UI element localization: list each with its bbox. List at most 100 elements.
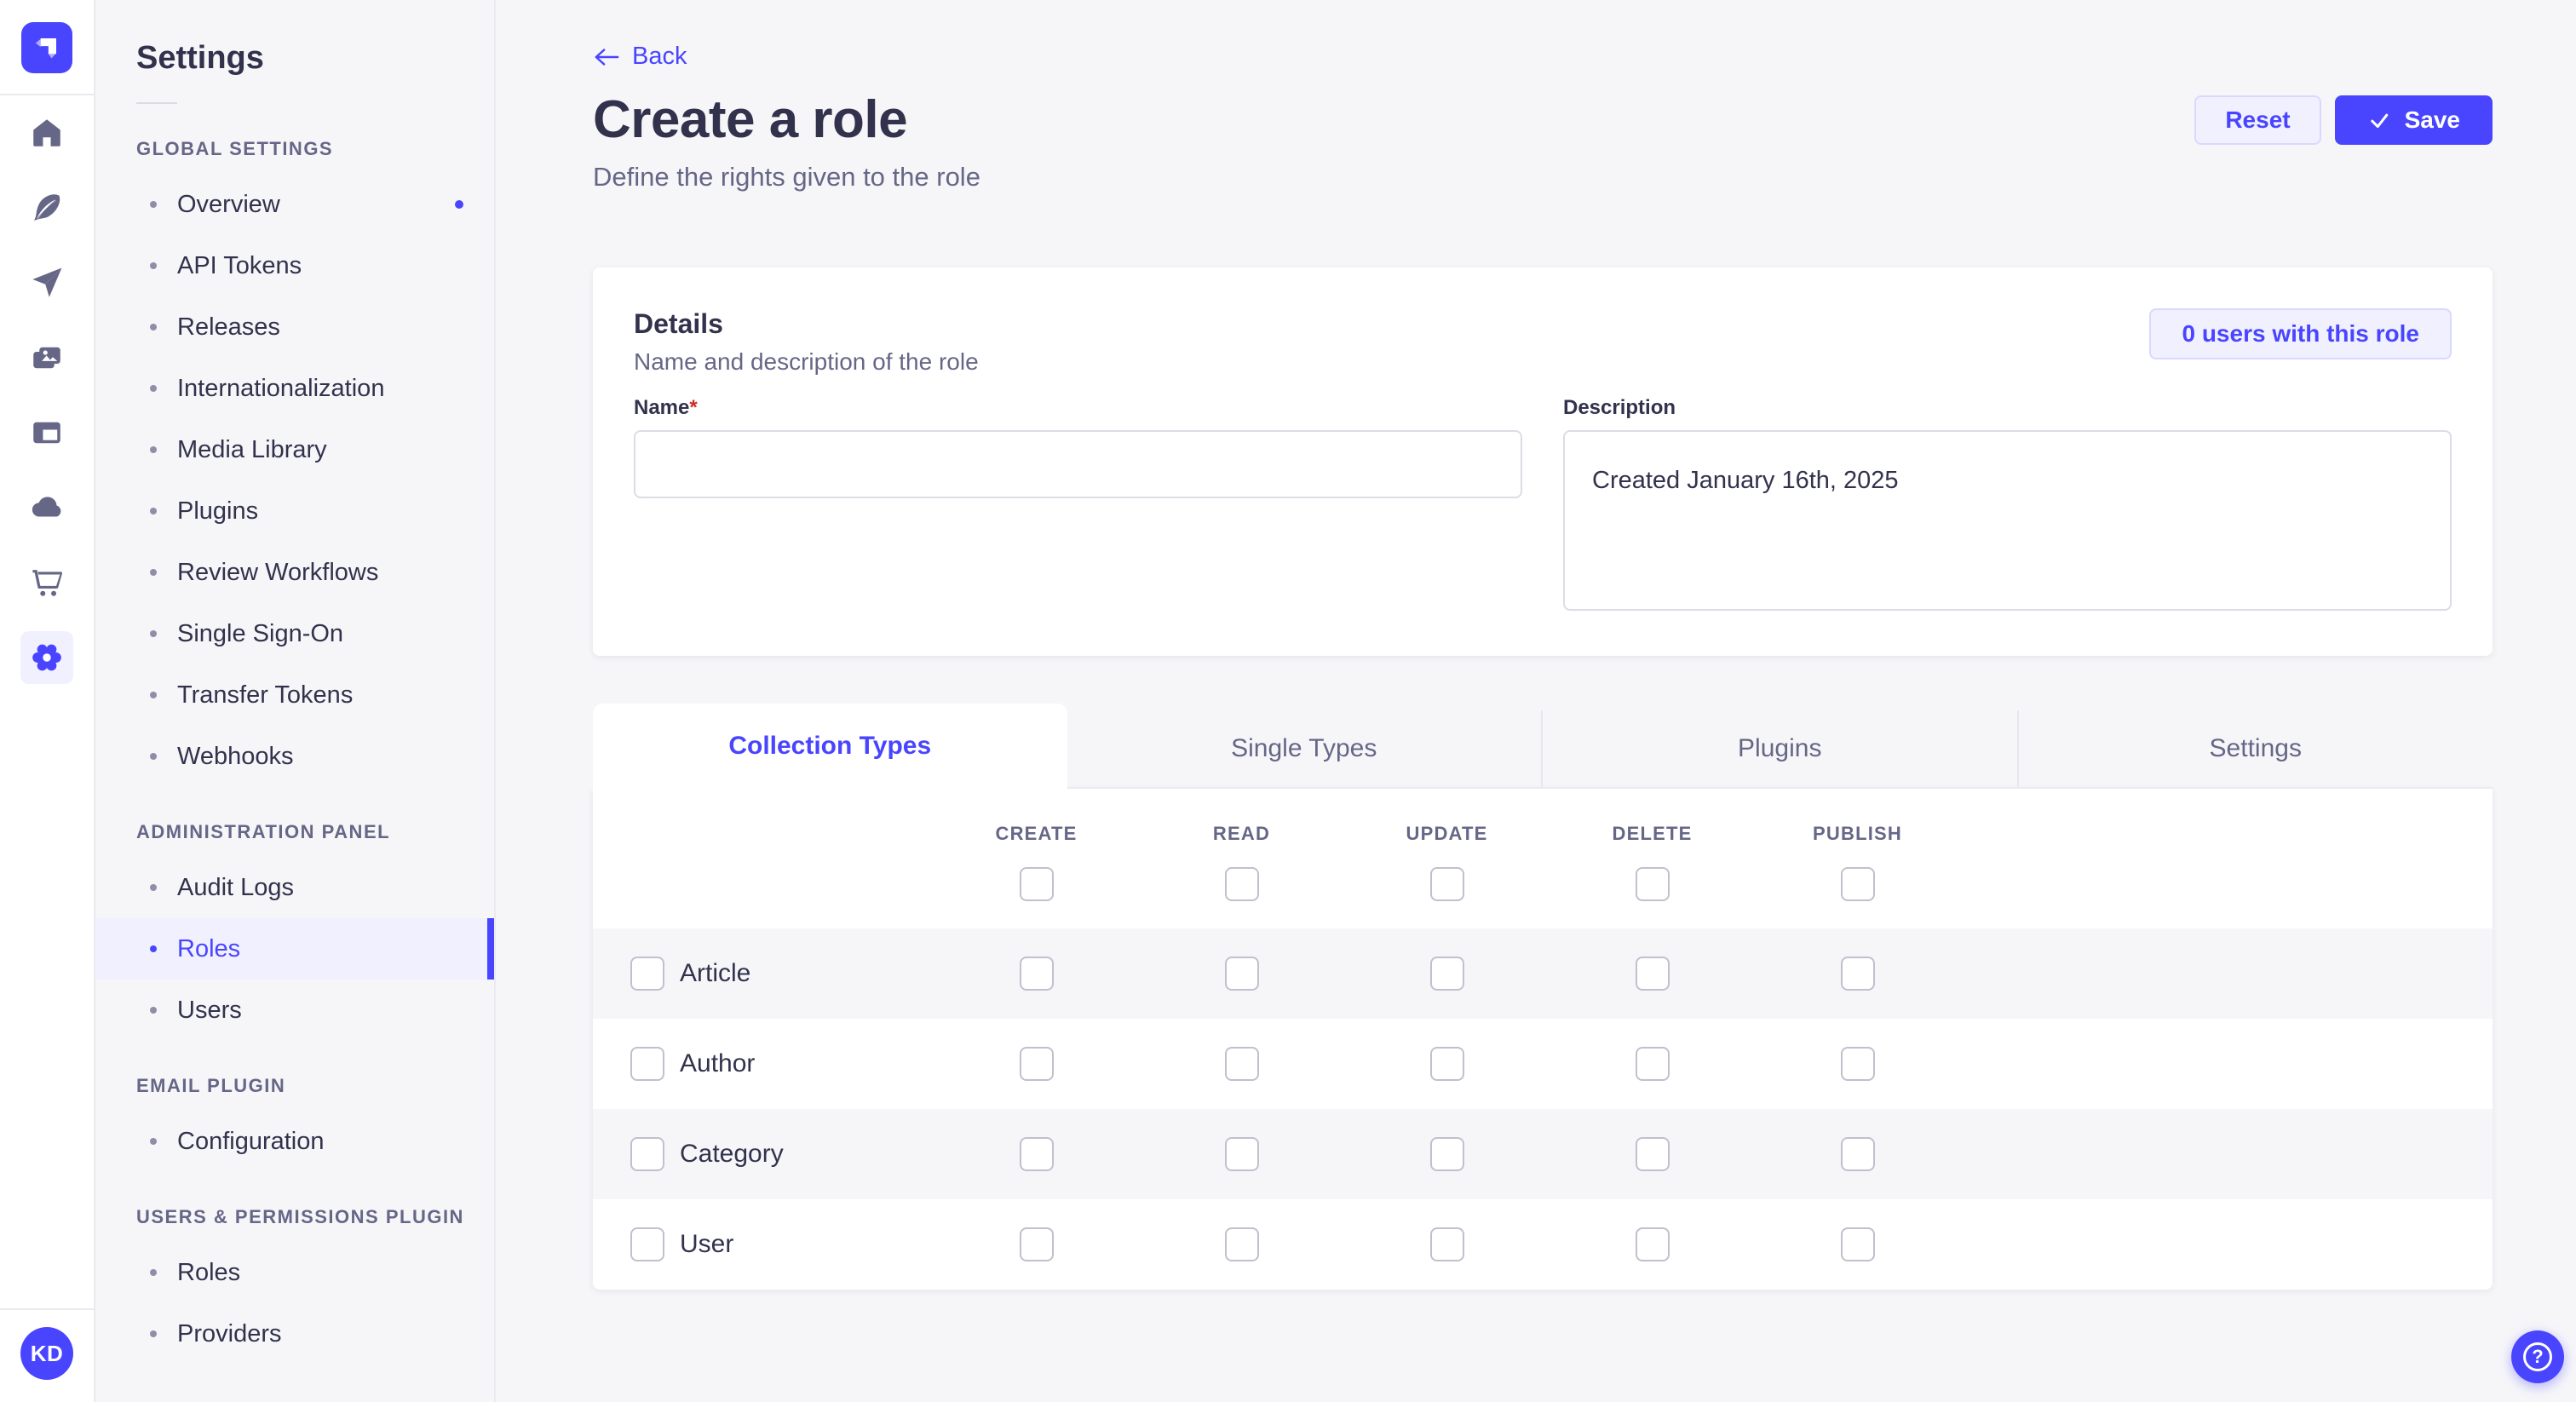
media-library-icon	[33, 347, 60, 369]
sidebar-item-media-library[interactable]	[0, 320, 94, 395]
table-row-article: Article	[593, 928, 2493, 1019]
tab-settings[interactable]: Settings	[2016, 710, 2493, 789]
bullet-dot-icon	[150, 630, 157, 637]
settings-subnav: Settings GLOBAL SETTINGS Overview API To…	[95, 0, 496, 1402]
sidebar-item-providers[interactable]: Providers	[95, 1303, 494, 1365]
details-card-subtitle: Name and description of the role	[634, 348, 979, 375]
users-with-role-button[interactable]: 0 users with this role	[2149, 308, 2452, 359]
row-select-checkbox[interactable]	[630, 1047, 664, 1081]
table-row-author: Author	[593, 1019, 2493, 1109]
sidebar-item-transfer-tokens[interactable]: Transfer Tokens	[95, 664, 494, 726]
sidebar-item-releases[interactable]	[0, 245, 94, 320]
permission-checkbox[interactable]	[1840, 957, 1875, 991]
permission-checkbox[interactable]	[1429, 1047, 1464, 1081]
permission-checkbox[interactable]	[1429, 957, 1464, 991]
strapi-logo[interactable]	[21, 22, 72, 73]
permission-checkbox[interactable]	[1635, 957, 1670, 991]
sidebar-item-review-workflows[interactable]: Review Workflows	[95, 542, 494, 603]
tab-collection-types[interactable]: Collection Types	[593, 704, 1067, 789]
row-select-checkbox[interactable]	[630, 1227, 664, 1261]
name-field-group: Name*	[634, 396, 1522, 615]
permission-checkbox[interactable]	[1224, 957, 1259, 991]
sidebar-item-media-library[interactable]: Media Library	[95, 419, 494, 480]
permission-checkbox[interactable]	[1019, 1227, 1054, 1261]
section-email-plugin: EMAIL PLUGIN Configuration	[95, 1075, 494, 1172]
sidebar-item-content-type-builder[interactable]	[0, 395, 94, 470]
icon-rail: KD	[0, 0, 95, 1402]
column-update: UPDATE	[1344, 823, 1550, 901]
row-select-checkbox[interactable]	[630, 1137, 664, 1171]
column-publish: PUBLISH	[1755, 823, 1960, 901]
permission-checkbox[interactable]	[1224, 1137, 1259, 1171]
rail-divider	[0, 94, 94, 95]
section-label: EMAIL PLUGIN	[136, 1075, 286, 1096]
sidebar-item-marketplace[interactable]	[0, 545, 94, 620]
avatar[interactable]: KD	[20, 1327, 73, 1380]
select-all-publish-checkbox[interactable]	[1840, 867, 1875, 901]
layout-icon	[33, 422, 60, 444]
permission-checkbox[interactable]	[1840, 1047, 1875, 1081]
details-card: Details Name and description of the role…	[593, 267, 2493, 656]
sidebar-item-plugins[interactable]: Plugins	[95, 480, 494, 542]
section-users-permissions-plugin: USERS & PERMISSIONS PLUGIN Roles Provide…	[95, 1206, 494, 1365]
description-field-group: Description Created January 16th, 2025	[1563, 396, 2452, 615]
sidebar-item-content-manager[interactable]	[0, 170, 94, 245]
details-card-title: Details	[634, 308, 723, 339]
sidebar-item-audit-logs[interactable]: Audit Logs	[95, 857, 494, 918]
rail-nav	[0, 95, 94, 695]
bullet-dot-icon	[150, 884, 157, 891]
sidebar-item-overview[interactable]: Overview	[95, 174, 494, 235]
permission-checkbox[interactable]	[1635, 1227, 1670, 1261]
subnav-title: Settings	[136, 40, 264, 76]
sidebar-item-up-roles[interactable]: Roles	[95, 1242, 494, 1303]
bullet-dot-icon	[150, 1138, 157, 1145]
check-icon	[2370, 113, 2388, 128]
permission-checkbox[interactable]	[1429, 1227, 1464, 1261]
permission-checkbox[interactable]	[1635, 1137, 1670, 1171]
page-subtitle: Define the rights given to the role	[593, 162, 980, 192]
bullet-dot-icon	[150, 1007, 157, 1014]
permission-checkbox[interactable]	[1224, 1227, 1259, 1261]
permission-checkbox[interactable]	[1840, 1137, 1875, 1171]
sidebar-item-releases[interactable]: Releases	[95, 296, 494, 358]
sidebar-item-api-tokens[interactable]: API Tokens	[95, 235, 494, 296]
bullet-dot-icon	[150, 508, 157, 514]
permission-checkbox[interactable]	[1019, 1137, 1054, 1171]
page-title: Create a role	[593, 90, 908, 149]
select-all-update-checkbox[interactable]	[1429, 867, 1464, 901]
settings-active-highlight	[20, 631, 73, 684]
permission-checkbox[interactable]	[1019, 957, 1054, 991]
select-all-create-checkbox[interactable]	[1019, 867, 1054, 901]
permission-checkbox[interactable]	[1635, 1047, 1670, 1081]
sidebar-item-roles[interactable]: Roles	[95, 918, 494, 980]
tab-single-types[interactable]: Single Types	[1067, 710, 1541, 789]
permission-checkbox[interactable]	[1019, 1047, 1054, 1081]
sidebar-item-single-sign-on[interactable]: Single Sign-On	[95, 603, 494, 664]
role-description-textarea[interactable]: Created January 16th, 2025	[1563, 430, 2452, 611]
sidebar-item-cloud[interactable]	[0, 470, 94, 545]
sidebar-item-configuration[interactable]: Configuration	[95, 1111, 494, 1172]
select-all-delete-checkbox[interactable]	[1635, 867, 1670, 901]
sidebar-item-home[interactable]	[0, 95, 94, 170]
sidebar-item-internationalization[interactable]: Internationalization	[95, 358, 494, 419]
sidebar-item-webhooks[interactable]: Webhooks	[95, 726, 494, 787]
reset-button[interactable]: Reset	[2194, 95, 2321, 145]
tab-plugins[interactable]: Plugins	[1541, 710, 2017, 789]
role-name-input[interactable]	[634, 430, 1522, 498]
permission-checkbox[interactable]	[1840, 1227, 1875, 1261]
bullet-dot-icon	[150, 262, 157, 269]
save-button[interactable]: Save	[2334, 95, 2493, 145]
permissions-tabs: Collection Types Single Types Plugins Se…	[593, 704, 2493, 789]
permission-checkbox[interactable]	[1224, 1047, 1259, 1081]
permission-checkbox[interactable]	[1429, 1137, 1464, 1171]
select-all-read-checkbox[interactable]	[1224, 867, 1259, 901]
paper-plane-icon	[32, 267, 62, 297]
sidebar-item-settings[interactable]	[0, 620, 94, 695]
sidebar-item-users[interactable]: Users	[95, 980, 494, 1041]
column-create: CREATE	[934, 823, 1139, 901]
bullet-dot-icon	[150, 753, 157, 760]
bullet-dot-icon	[150, 945, 157, 952]
row-select-checkbox[interactable]	[630, 957, 664, 991]
help-button[interactable]: ?	[2511, 1330, 2564, 1383]
back-link[interactable]: Back	[593, 43, 687, 71]
